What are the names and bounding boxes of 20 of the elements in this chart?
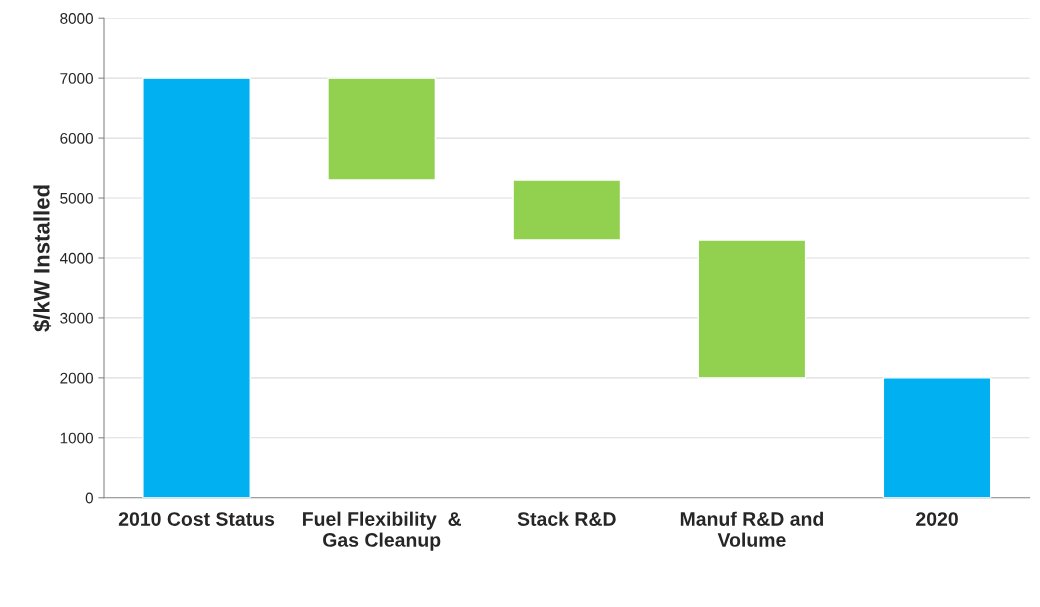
y-tick-label: 6000 — [60, 132, 93, 144]
x-tick-label: Stack R&D — [517, 511, 616, 526]
y-tick-label: 5000 — [60, 192, 93, 204]
x-tick-label: 2020 — [916, 512, 958, 526]
bar — [882, 377, 992, 498]
bar — [697, 239, 807, 379]
x-tick-label: Manuf R&D and Volume — [680, 511, 824, 547]
y-tick-label: 8000 — [60, 13, 93, 24]
x-tick-label: Fuel Flexibility & Gas Cleanup — [303, 511, 462, 551]
bar — [142, 77, 251, 498]
y-tick-label: 1000 — [60, 432, 93, 444]
x-tick-label: 2010 Cost Status — [118, 512, 275, 526]
y-tick-label: 4000 — [59, 252, 93, 264]
y-tick-label: 3000 — [60, 312, 93, 324]
y-axis-title: $/kW Installed — [32, 185, 52, 332]
y-tick-label: 0 — [85, 492, 93, 504]
bar — [327, 77, 437, 181]
y-tick-label: 2000 — [60, 372, 93, 384]
bar — [512, 179, 622, 241]
y-tick-label: 7000 — [60, 73, 93, 84]
